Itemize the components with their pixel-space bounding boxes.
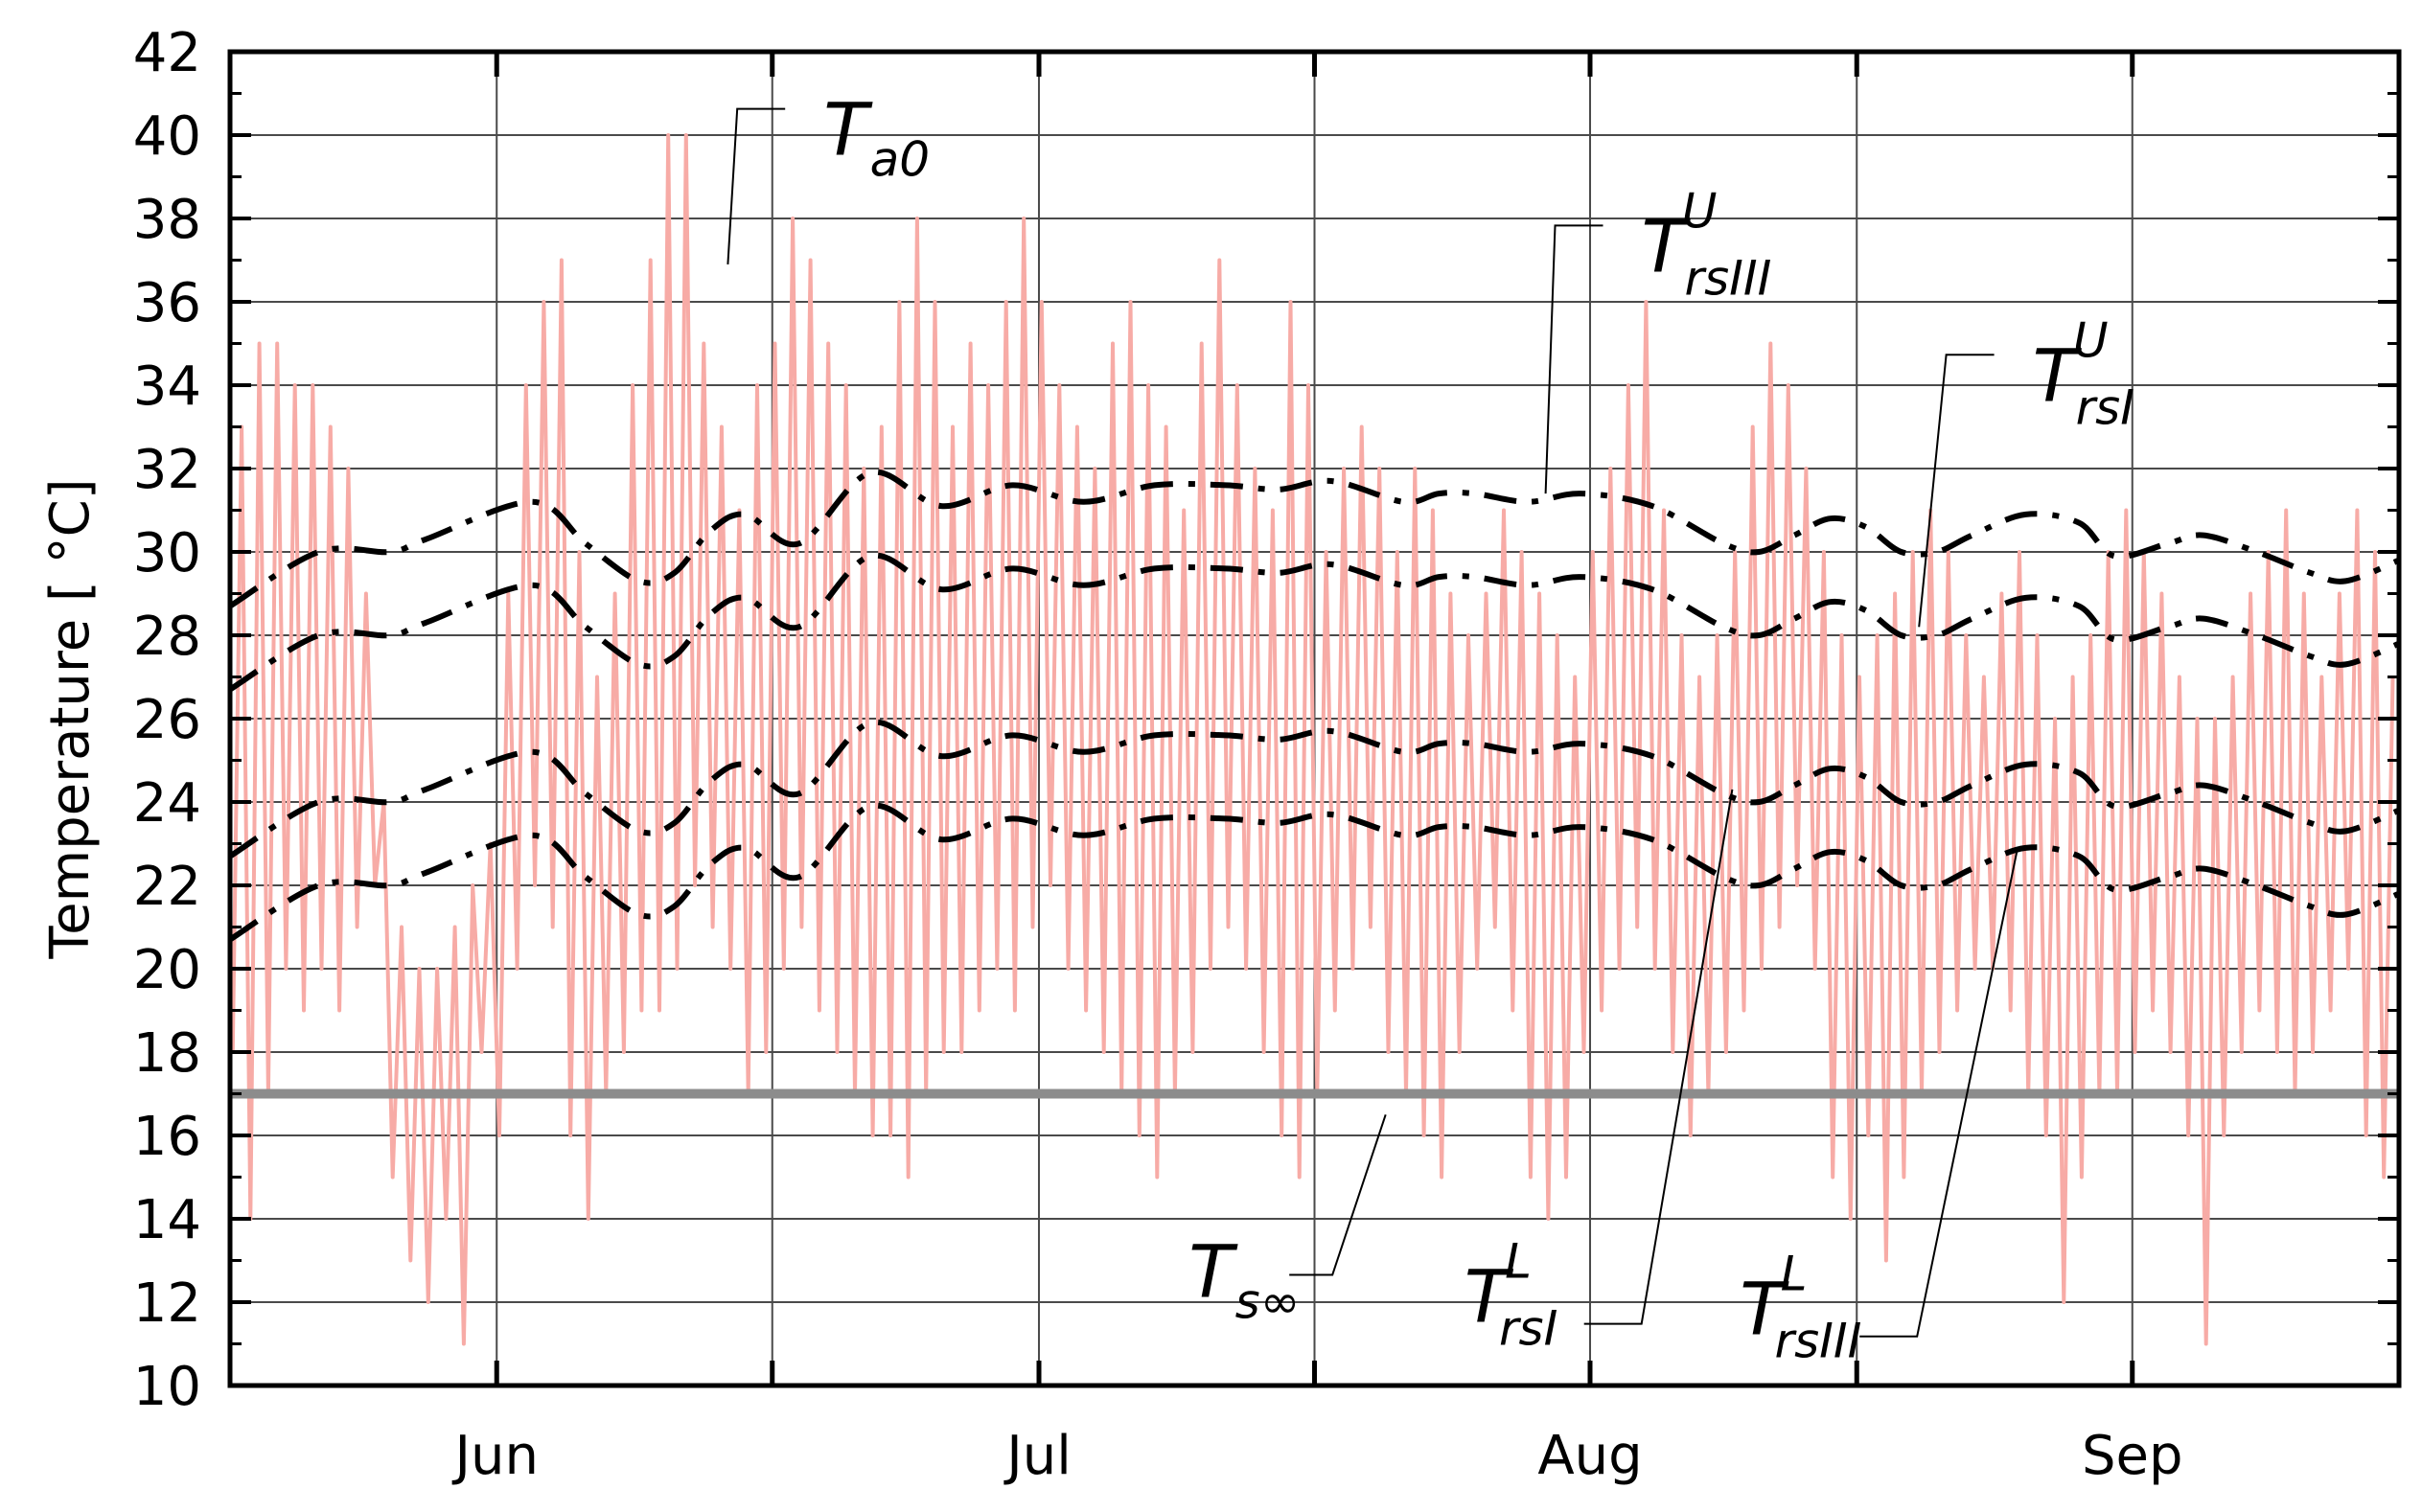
- series-trsi-l: [228, 719, 2401, 859]
- annotation-trsI-u-main: T: [2033, 332, 2083, 418]
- annotation-ts-inf-main: T: [1188, 1229, 1238, 1315]
- series-trsiii-l: [228, 802, 2401, 943]
- y-tick-label: 24: [133, 772, 201, 835]
- y-tick-label: 34: [133, 355, 201, 418]
- x-tick-label: Jun: [451, 1425, 539, 1487]
- y-tick-label: 14: [133, 1189, 201, 1251]
- y-tick-label: 28: [133, 606, 201, 668]
- y-tick-label: 20: [133, 939, 201, 1001]
- y-tick-label: 10: [133, 1356, 201, 1418]
- y-tick-label: 40: [133, 105, 201, 168]
- series-trsi-u: [228, 552, 2401, 693]
- annotation-ta0-sub: a0: [870, 132, 930, 188]
- annotation-ts-inf-sub: s∞: [1235, 1274, 1301, 1330]
- series-trsiii-u: [228, 469, 2401, 609]
- annotation-trsIII-u: TU rsIII: [1641, 183, 1771, 306]
- x-tick-label: Jul: [1003, 1425, 1072, 1487]
- y-tick-label: 22: [133, 856, 201, 918]
- y-tick-label: 12: [133, 1272, 201, 1335]
- series-layer: [228, 133, 2401, 1346]
- annotation-trsI-u: TU rsI: [2033, 312, 2134, 435]
- annotation-trsIII-l-sup: L: [1781, 1247, 1808, 1302]
- y-tick-label: 32: [133, 439, 201, 501]
- series-ta0: [230, 133, 2395, 1346]
- y-tick-label: 30: [133, 522, 201, 584]
- annotation-trsIII-u-main: T: [1641, 203, 1691, 288]
- annotation-trsI-u-sub: rsI: [2076, 379, 2134, 435]
- annotation-ts-inf: Ts∞: [1188, 1229, 1300, 1330]
- annotation-trsIII-l-main: T: [1740, 1267, 1789, 1352]
- annotation-leader-ta0: [727, 107, 786, 264]
- y-axis-title: Temperature [ °C]: [39, 478, 102, 959]
- annotation-trsI-l-sup: L: [1505, 1234, 1532, 1290]
- tick-layer: 10 12 14 16 18 20 22 24 26 28 30 32 34 36 38 40 42 Jun Jul…: [133, 22, 2399, 1487]
- annotation-leader-trsIII-u: [1544, 224, 1603, 494]
- annotation-leader-ts-inf: [1289, 1113, 1387, 1276]
- x-tick-label: Aug: [1537, 1425, 1642, 1487]
- annotation-trsIII-u-sup: U: [1682, 183, 1718, 239]
- y-tick-label: 18: [133, 1022, 201, 1085]
- y-tick-label: 26: [133, 689, 201, 751]
- annotation-ta0-main: T: [823, 87, 873, 172]
- annotation-trsIII-l-sub: rsIII: [1775, 1314, 1862, 1369]
- x-tick-label: Sep: [2082, 1425, 2183, 1487]
- annotation-ta0: Ta0: [823, 87, 930, 188]
- y-tick-label: 42: [133, 22, 201, 84]
- y-tick-label: 36: [133, 272, 201, 334]
- y-tick-label: 16: [133, 1106, 201, 1168]
- annotation-leader-trsI-l: [1583, 789, 1734, 1325]
- annotation-trsIII-l: TL rsIII: [1740, 1247, 1861, 1369]
- y-tick-label: 38: [133, 189, 201, 251]
- annotation-trsI-u-sup: U: [2073, 312, 2109, 368]
- annotation-leader-trsIII-l: [1859, 851, 2018, 1338]
- annotation-leader-trsI-u: [1918, 354, 1995, 628]
- annotation-trsI-l-sub: rsI: [1499, 1301, 1557, 1357]
- annotation-trsIII-u-sub: rsIII: [1685, 250, 1772, 306]
- annotation-trsI-l-main: T: [1465, 1254, 1514, 1340]
- annotation-trsI-l: TL rsI: [1465, 1234, 1558, 1357]
